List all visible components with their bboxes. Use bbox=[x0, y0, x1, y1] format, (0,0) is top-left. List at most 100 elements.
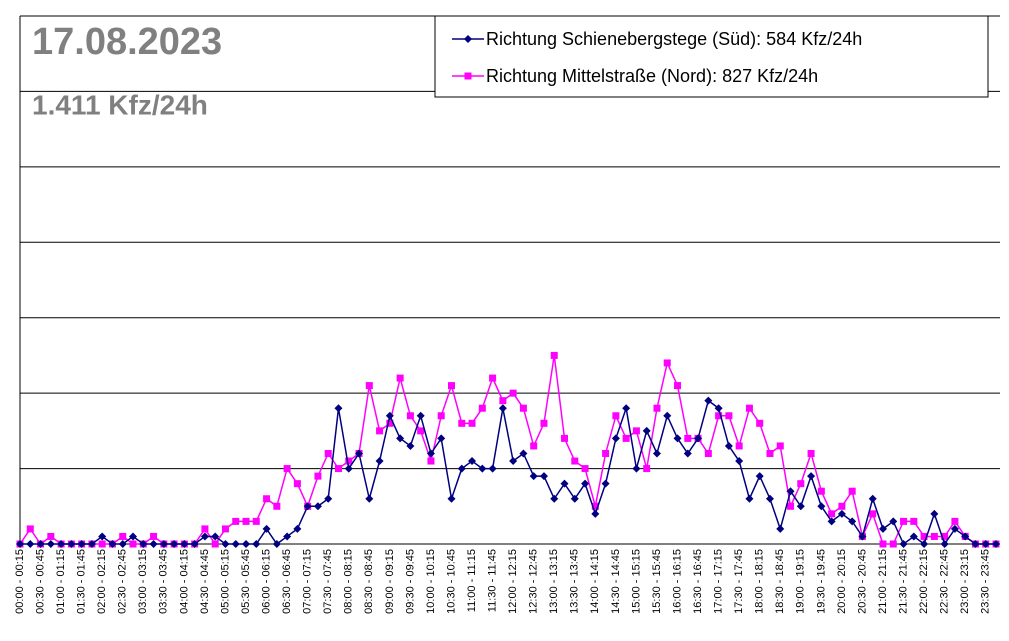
marker bbox=[581, 479, 590, 488]
marker bbox=[139, 540, 148, 548]
x-tick-label: 20:30 - 20:45 bbox=[856, 549, 868, 614]
x-tick-label: 22:00 - 22:15 bbox=[918, 549, 930, 614]
marker bbox=[581, 465, 589, 473]
marker bbox=[591, 502, 599, 510]
marker bbox=[118, 540, 127, 548]
marker bbox=[190, 540, 199, 548]
marker bbox=[540, 419, 548, 427]
marker bbox=[807, 472, 816, 481]
x-tick-label: 13:30 - 13:45 bbox=[569, 549, 581, 614]
marker bbox=[704, 396, 713, 405]
marker bbox=[129, 540, 137, 548]
marker bbox=[478, 464, 487, 473]
marker bbox=[406, 441, 415, 450]
marker bbox=[499, 397, 507, 405]
marker bbox=[776, 524, 785, 533]
marker bbox=[571, 457, 579, 465]
marker bbox=[119, 532, 127, 540]
marker bbox=[159, 540, 168, 548]
marker bbox=[355, 449, 364, 458]
x-tick-label: 02:30 - 02:45 bbox=[117, 549, 129, 614]
marker bbox=[458, 419, 466, 427]
marker bbox=[406, 412, 414, 420]
legend-label: Richtung Mittelstraße (Nord): 827 Kfz/24… bbox=[486, 66, 818, 86]
x-tick-label: 09:30 - 09:45 bbox=[404, 549, 416, 614]
marker bbox=[232, 517, 240, 525]
marker bbox=[612, 412, 620, 420]
x-tick-label: 06:30 - 06:45 bbox=[281, 549, 293, 614]
marker bbox=[77, 540, 86, 548]
marker bbox=[632, 427, 640, 435]
marker bbox=[489, 374, 497, 382]
marker bbox=[869, 510, 877, 518]
x-tick-label: 16:30 - 16:45 bbox=[692, 549, 704, 614]
marker bbox=[457, 464, 466, 473]
marker bbox=[376, 427, 384, 435]
chart-subtitle: 1.411 Kfz/24h bbox=[32, 89, 208, 120]
marker bbox=[694, 434, 703, 443]
x-tick-label: 05:00 - 05:15 bbox=[219, 549, 231, 614]
x-tick-label: 00:00 - 00:15 bbox=[14, 549, 26, 614]
marker bbox=[827, 517, 836, 526]
marker bbox=[889, 517, 898, 526]
marker bbox=[98, 540, 106, 548]
marker bbox=[611, 434, 620, 443]
marker bbox=[385, 411, 394, 420]
marker bbox=[180, 540, 189, 548]
marker bbox=[427, 457, 435, 465]
marker bbox=[283, 532, 292, 541]
marker bbox=[375, 457, 384, 466]
marker bbox=[797, 480, 805, 488]
marker bbox=[755, 472, 764, 481]
marker bbox=[334, 465, 342, 473]
marker bbox=[807, 449, 815, 457]
marker bbox=[324, 494, 333, 503]
x-tick-label: 04:30 - 04:45 bbox=[199, 549, 211, 614]
x-tick-label: 14:30 - 14:45 bbox=[610, 549, 622, 614]
marker bbox=[858, 532, 867, 541]
x-tick-label: 16:00 - 16:15 bbox=[671, 549, 683, 614]
x-tick-label: 19:00 - 19:15 bbox=[795, 549, 807, 614]
marker bbox=[345, 457, 353, 465]
marker bbox=[447, 494, 456, 503]
marker bbox=[283, 465, 291, 473]
marker bbox=[704, 449, 712, 457]
marker bbox=[437, 412, 445, 420]
marker bbox=[787, 502, 795, 510]
marker bbox=[252, 517, 260, 525]
marker bbox=[150, 532, 158, 540]
marker bbox=[273, 502, 281, 510]
marker bbox=[468, 419, 476, 427]
marker bbox=[838, 502, 846, 510]
marker bbox=[941, 532, 949, 540]
marker bbox=[221, 525, 229, 533]
marker bbox=[252, 540, 261, 548]
marker bbox=[550, 494, 559, 503]
chart-title: 17.08.2023 bbox=[32, 21, 222, 63]
marker bbox=[16, 540, 24, 548]
x-tick-label: 19:30 - 19:45 bbox=[815, 549, 827, 614]
marker bbox=[272, 540, 281, 548]
marker bbox=[365, 494, 374, 503]
marker bbox=[242, 517, 250, 525]
marker bbox=[591, 509, 600, 518]
marker bbox=[622, 434, 630, 442]
marker bbox=[539, 472, 548, 481]
x-tick-label: 07:30 - 07:45 bbox=[322, 549, 334, 614]
marker bbox=[498, 404, 507, 413]
marker bbox=[766, 449, 774, 457]
marker bbox=[67, 540, 76, 548]
marker bbox=[889, 540, 897, 548]
marker bbox=[930, 509, 939, 518]
x-tick-label: 17:30 - 17:45 bbox=[733, 549, 745, 614]
x-tick-label: 06:00 - 06:15 bbox=[260, 549, 272, 614]
x-tick-label: 10:30 - 10:45 bbox=[445, 549, 457, 614]
marker bbox=[530, 442, 538, 450]
x-tick-label: 03:00 - 03:15 bbox=[137, 549, 149, 614]
x-tick-label: 21:30 - 21:45 bbox=[897, 549, 909, 614]
marker bbox=[653, 404, 661, 412]
series-line bbox=[19, 355, 996, 546]
marker bbox=[488, 464, 497, 473]
marker bbox=[221, 540, 230, 548]
